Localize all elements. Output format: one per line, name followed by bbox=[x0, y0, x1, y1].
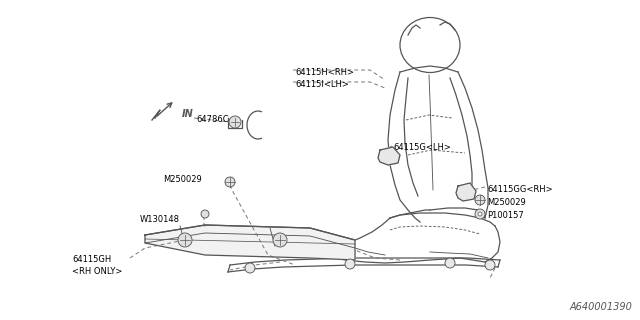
Text: A640001390: A640001390 bbox=[569, 302, 632, 312]
Text: 64115GG<RH>: 64115GG<RH> bbox=[487, 185, 552, 194]
Polygon shape bbox=[378, 147, 400, 165]
Polygon shape bbox=[145, 225, 355, 260]
Text: <RH ONLY>: <RH ONLY> bbox=[72, 267, 122, 276]
Circle shape bbox=[225, 177, 235, 187]
Text: IN: IN bbox=[182, 109, 194, 119]
Circle shape bbox=[485, 260, 495, 270]
Circle shape bbox=[229, 116, 241, 128]
Circle shape bbox=[475, 209, 485, 219]
Text: M250029: M250029 bbox=[163, 175, 202, 184]
Circle shape bbox=[273, 233, 287, 247]
Circle shape bbox=[478, 212, 482, 216]
Text: 64115H<RH>: 64115H<RH> bbox=[295, 68, 354, 77]
Circle shape bbox=[178, 233, 192, 247]
Circle shape bbox=[245, 263, 255, 273]
Text: 64115I<LH>: 64115I<LH> bbox=[295, 80, 349, 89]
Text: W130148: W130148 bbox=[140, 215, 180, 224]
Circle shape bbox=[201, 210, 209, 218]
Circle shape bbox=[345, 259, 355, 269]
Polygon shape bbox=[456, 183, 476, 201]
Text: 64115G<LH>: 64115G<LH> bbox=[393, 143, 451, 152]
Text: 64115GH: 64115GH bbox=[72, 255, 111, 264]
Circle shape bbox=[475, 195, 485, 205]
Circle shape bbox=[445, 258, 455, 268]
Text: M250029: M250029 bbox=[487, 198, 525, 207]
Text: 64786C: 64786C bbox=[196, 115, 228, 124]
Text: P100157: P100157 bbox=[487, 211, 524, 220]
